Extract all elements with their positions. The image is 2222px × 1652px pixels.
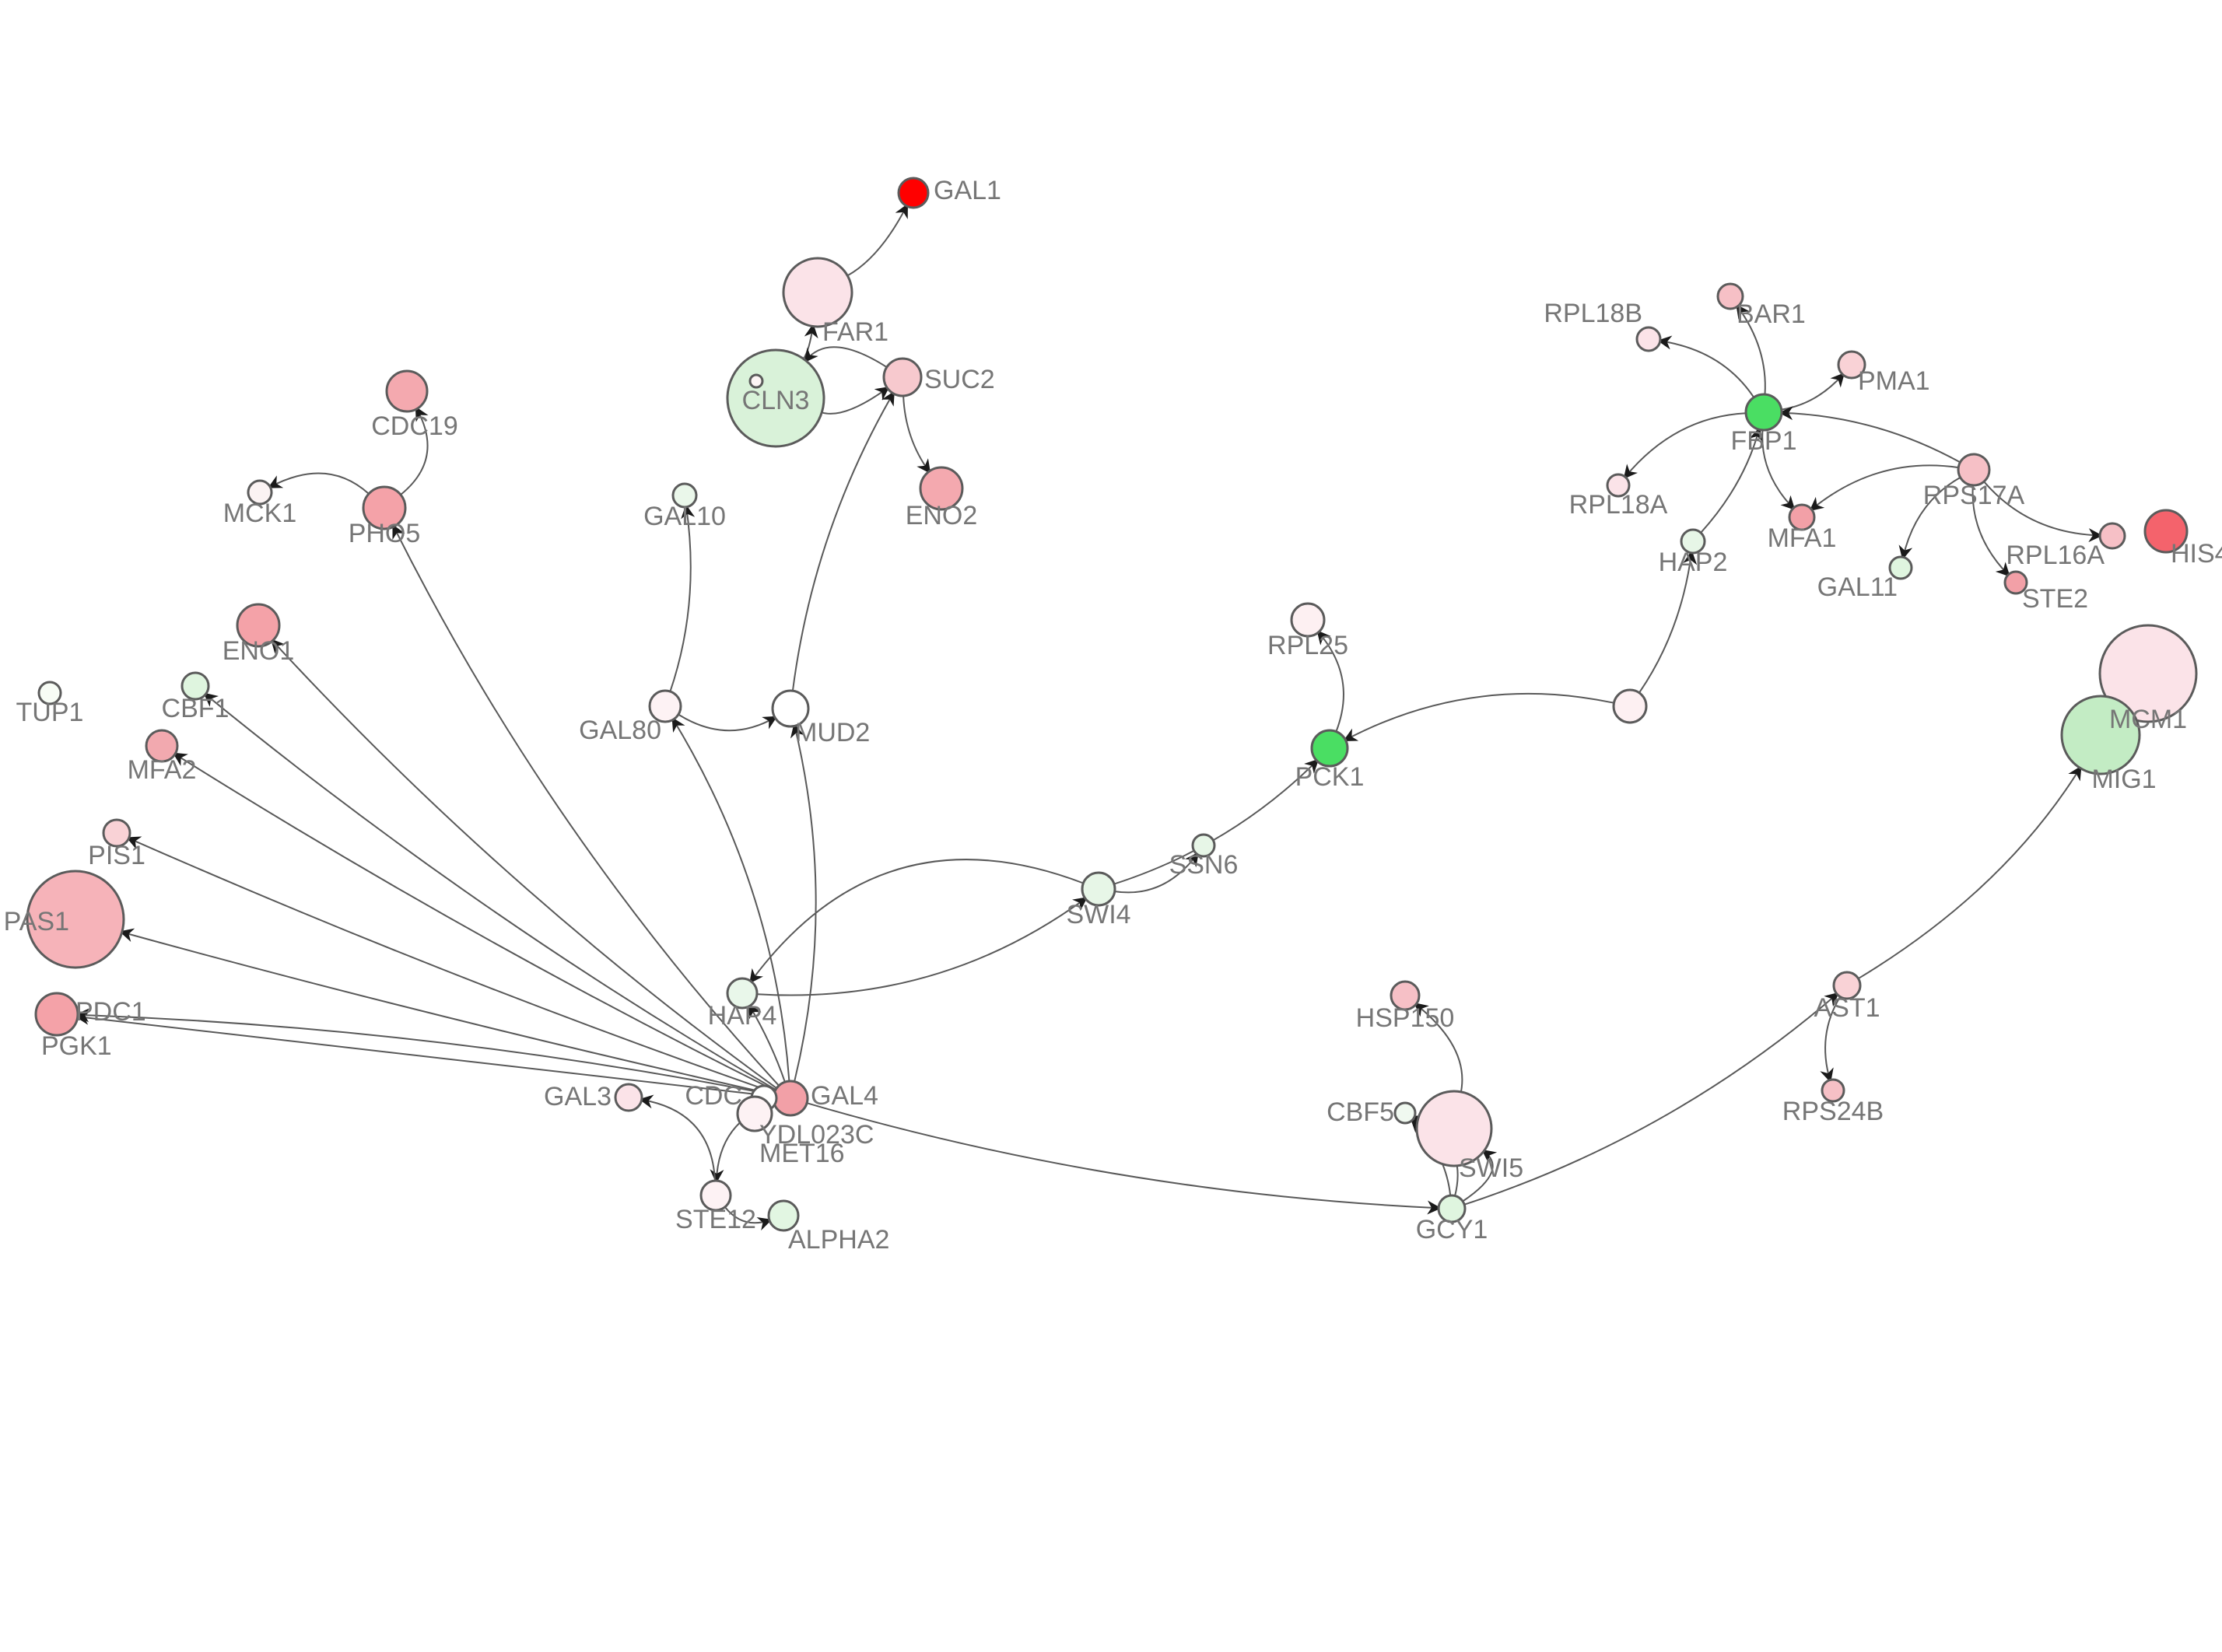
svg-text:TUP1: TUP1 [16,698,84,727]
svg-text:HAP2: HAP2 [1659,548,1728,577]
svg-text:PAS1: PAS1 [4,907,69,936]
svg-text:GCY1: GCY1 [1416,1215,1488,1244]
svg-text:PDC1: PDC1 [75,997,146,1027]
svg-text:RPL18A: RPL18A [1569,490,1668,520]
svg-text:SWI5: SWI5 [1459,1153,1523,1183]
svg-text:GAL10: GAL10 [643,502,726,531]
svg-text:SWI4: SWI4 [1066,900,1130,929]
svg-text:SSN6: SSN6 [1169,850,1239,880]
svg-text:RPS24B: RPS24B [1782,1097,1884,1126]
svg-text:RPL16A: RPL16A [2006,541,2105,570]
svg-text:CDC: CDC [685,1081,742,1111]
svg-text:PGK1: PGK1 [41,1031,112,1061]
svg-text:GAL1: GAL1 [934,176,1001,205]
svg-text:HAP4: HAP4 [708,1001,777,1031]
svg-text:MET16: MET16 [759,1139,845,1168]
svg-text:ENO1: ENO1 [223,636,295,666]
svg-text:RPS17A: RPS17A [1923,481,2025,510]
svg-text:PCK1: PCK1 [1295,762,1365,792]
svg-text:AST1: AST1 [1814,993,1880,1023]
svg-text:RPL18B: RPL18B [1544,299,1642,328]
svg-text:FBP1: FBP1 [1730,426,1796,456]
svg-text:GAL3: GAL3 [544,1082,612,1111]
svg-text:HIS4: HIS4 [2171,539,2222,569]
svg-text:ENO2: ENO2 [906,501,978,530]
svg-text:STE2: STE2 [2022,584,2088,614]
svg-text:ALPHA2: ALPHA2 [788,1225,889,1255]
svg-text:CBF5: CBF5 [1327,1097,1394,1127]
svg-text:SUC2: SUC2 [924,365,995,394]
svg-text:MFA2: MFA2 [128,755,197,785]
svg-text:RPL25: RPL25 [1267,631,1348,660]
svg-text:CBF1: CBF1 [162,694,230,723]
svg-text:GAL80: GAL80 [579,716,661,745]
svg-text:GAL11: GAL11 [1817,572,1898,602]
svg-text:PIS1: PIS1 [88,841,145,870]
svg-text:MCK1: MCK1 [223,499,296,528]
svg-text:FAR1: FAR1 [822,317,888,347]
svg-text:HSP150: HSP150 [1356,1003,1455,1033]
svg-text:BAR1: BAR1 [1737,299,1806,329]
svg-text:MFA1: MFA1 [1768,523,1837,553]
svg-text:MIG1: MIG1 [2091,765,2156,794]
svg-text:MUD2: MUD2 [795,718,870,747]
svg-text:PHO5: PHO5 [349,519,421,548]
svg-text:CLN3: CLN3 [742,386,810,415]
svg-text:STE12: STE12 [675,1205,756,1234]
svg-text:CDC19: CDC19 [371,411,457,441]
svg-text:GAL4: GAL4 [811,1081,878,1111]
svg-text:MCM1: MCM1 [2109,705,2187,734]
svg-text:PMA1: PMA1 [1858,366,1930,396]
